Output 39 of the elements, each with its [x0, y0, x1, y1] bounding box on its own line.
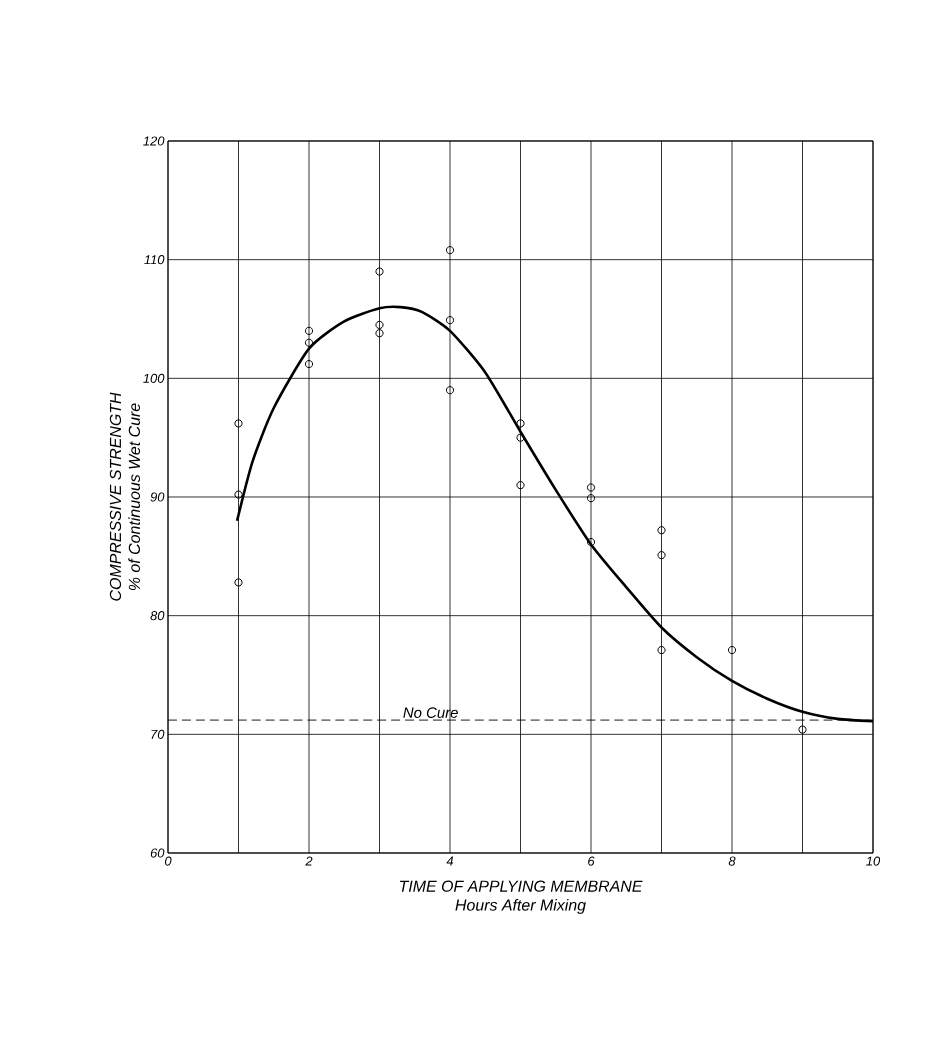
point	[657, 645, 666, 655]
point	[657, 551, 666, 560]
point	[304, 326, 314, 335]
point	[304, 338, 314, 347]
y-axis-title: COMPRESSIVE STRENGTH % of Continuous Wet Cure	[109, 392, 141, 601]
point	[586, 483, 596, 492]
x-tick-label: 2	[305, 856, 313, 866]
y-tick-label: 70	[151, 729, 165, 739]
point	[516, 419, 525, 428]
point	[445, 386, 455, 395]
y-tick-label: 100	[143, 373, 165, 383]
x-tick-label: 0	[164, 856, 172, 866]
x-tick-label: 10	[866, 856, 881, 866]
point	[727, 645, 737, 655]
x-axis-title: TIME OF APPLYING MEMBRANE Hours After Mixing	[400, 880, 643, 914]
point	[375, 329, 384, 338]
y-tick-label: 80	[150, 611, 165, 621]
point	[304, 360, 314, 369]
point	[516, 433, 525, 442]
point	[234, 419, 243, 428]
x-tick-label: 6	[588, 856, 595, 866]
point	[516, 481, 525, 490]
y-tick-label: 110	[144, 255, 165, 265]
point	[798, 725, 807, 734]
x-tick-label: 4	[446, 856, 454, 866]
point	[657, 526, 666, 535]
point	[445, 316, 455, 325]
point	[375, 267, 384, 276]
y-tick-label: 60	[150, 848, 165, 858]
point	[234, 578, 243, 587]
point	[586, 494, 596, 503]
ref-line-label: No Cure	[403, 707, 458, 718]
point	[445, 246, 455, 255]
y-tick-label: 90	[150, 492, 165, 502]
point	[375, 320, 384, 330]
point	[234, 490, 243, 499]
y-tick-label: 120	[143, 136, 165, 146]
point	[586, 538, 596, 547]
x-tick-label: 8	[728, 856, 736, 866]
